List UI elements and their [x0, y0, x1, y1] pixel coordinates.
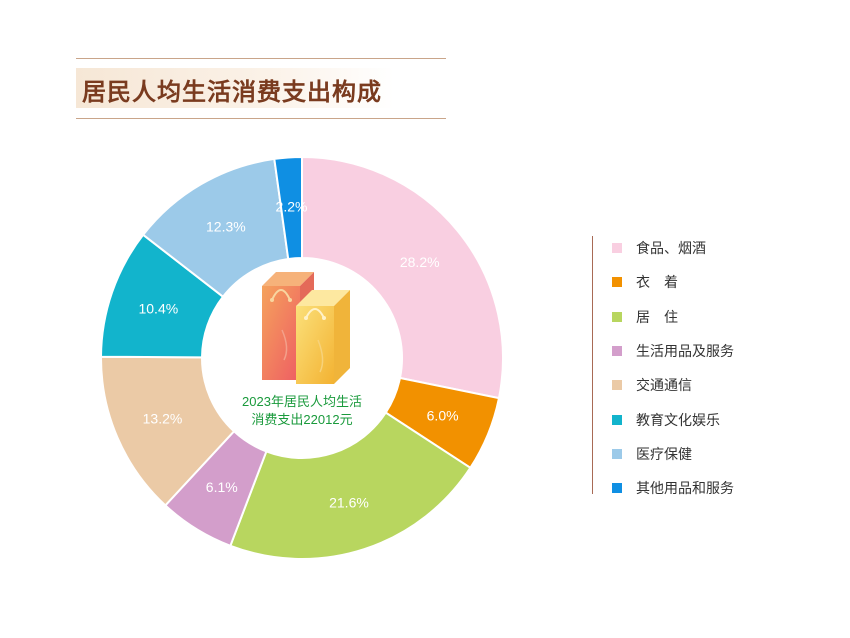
legend-swatch — [612, 345, 622, 356]
legend-swatch — [612, 243, 622, 253]
slice-label-5: 13.2% — [143, 410, 183, 426]
slice-3 — [229, 411, 472, 560]
legend-label: 医疗保健 — [636, 446, 692, 463]
slice-label-6: 10.4% — [138, 300, 178, 316]
legend-label: 衣 着 — [636, 275, 678, 292]
legend-item-6: 教育文化娱乐 — [612, 410, 720, 430]
legend-item-7: 医疗保健 — [612, 444, 692, 464]
slice-label-1: 28.2% — [400, 254, 440, 270]
title-divider-top — [76, 58, 446, 59]
center-label-line2: 消费支出22012元 — [251, 412, 352, 427]
legend-item-1: 食品、烟酒 — [612, 238, 706, 258]
legend-swatch — [612, 311, 622, 322]
legend-label: 居 住 — [636, 309, 678, 326]
legend-item-4: 生活用品及服务 — [612, 341, 734, 361]
legend-swatch — [612, 448, 622, 459]
legend-label: 教育文化娱乐 — [636, 412, 720, 429]
legend-swatch — [612, 277, 622, 288]
shopping-bags-icon — [262, 272, 350, 384]
chart-legend: 食品、烟酒衣 着居 住生活用品及服务 交通通信教育文化娱乐 医疗保健其他用品和服务 — [592, 236, 832, 497]
slice-label-7: 12.3% — [206, 218, 246, 234]
center-label-line1: 2023年居民人均生活 — [242, 394, 362, 409]
title-divider-bottom — [76, 118, 446, 119]
legend-item-2: 衣 着 — [612, 272, 678, 292]
slice-label-8: 2.2% — [276, 198, 308, 214]
slice-label-2: 6.0% — [427, 408, 459, 424]
legend-label: 生活用品及服务 — [636, 343, 734, 360]
legend-label: 交通通信 — [636, 378, 692, 395]
legend-swatch — [612, 483, 622, 494]
legend-swatch — [612, 414, 622, 425]
legend-label: 其他用品和服务 — [636, 481, 734, 498]
legend-swatch — [612, 380, 622, 391]
title-background — [76, 68, 394, 108]
slice-8 — [273, 155, 303, 261]
legend-label: 食品、烟酒 — [636, 241, 706, 257]
legend-divider — [592, 236, 593, 494]
chart-title: 居民人均生活消费支出构成 — [82, 78, 382, 106]
slice-label-4: 6.1% — [206, 479, 238, 495]
legend-item-8: 其他用品和服务 — [612, 478, 734, 498]
slice-5 — [100, 355, 236, 507]
slice-label-3: 21.6% — [329, 495, 369, 511]
legend-item-3: 居 住 — [612, 307, 678, 327]
chart-title-block: 居民人均生活消费支出构成 — [76, 58, 446, 120]
slice-1 — [301, 155, 504, 400]
legend-item-5: 交通通信 — [612, 375, 692, 395]
